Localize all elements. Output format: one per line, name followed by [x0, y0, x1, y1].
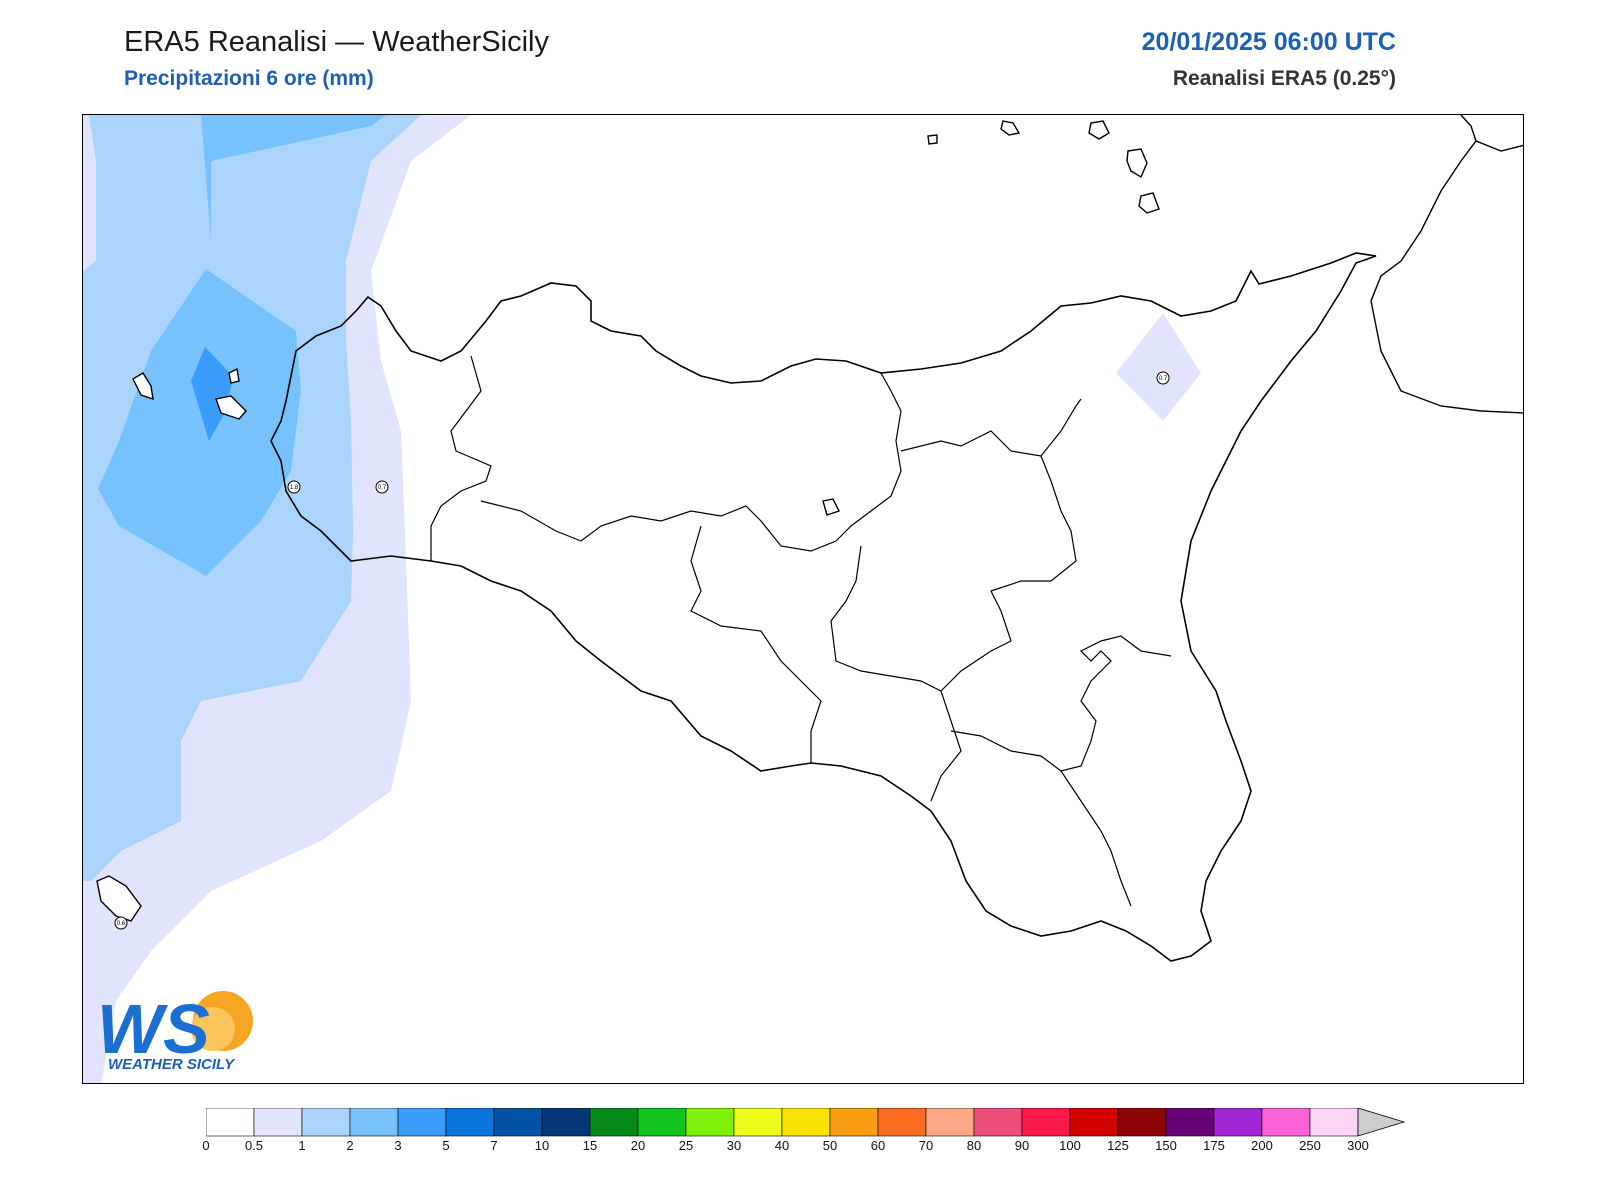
logo-text: WEATHER SICILY: [108, 1056, 235, 1073]
colorbar-segment: [1117, 1108, 1167, 1137]
station-label-4: 0.6: [117, 921, 126, 927]
island-egadi-1: [132, 372, 154, 401]
precip-area-2b: [98, 269, 301, 576]
colorbar-segment: [973, 1108, 1023, 1137]
colorbar-tick-label: 1: [298, 1138, 306, 1153]
island-alicudi: [1000, 120, 1021, 136]
colorbar-segment: [1213, 1108, 1263, 1137]
svg-text:WS: WS: [97, 990, 210, 1068]
colorbar-tick-label: 150: [1155, 1138, 1177, 1153]
colorbar-tick-label: 125: [1107, 1138, 1129, 1153]
colorbar-segment: [589, 1108, 639, 1137]
colorbar-tick-label: 100: [1059, 1138, 1081, 1153]
station-label-2: 0.7: [378, 485, 387, 491]
colorbar-segment: [397, 1108, 447, 1137]
colorbar-tick-label: 0.5: [244, 1138, 264, 1153]
colorbar-segment: [1069, 1108, 1119, 1137]
colorbar-segment: [445, 1108, 495, 1137]
map-subtitle: Precipitazioni 6 ore (mm): [124, 67, 374, 90]
colorbar-segment: [1165, 1108, 1215, 1137]
colorbar-segment: [781, 1108, 831, 1137]
island-vulcano: [1138, 192, 1160, 214]
colorbar-segment: [637, 1108, 687, 1137]
colorbar-tick-label: 70: [918, 1138, 934, 1153]
colorbar-tick-label: 300: [1347, 1138, 1369, 1153]
colorbar-tick-label: 7: [490, 1138, 498, 1153]
colorbar-segment: [1261, 1108, 1311, 1137]
colorbar-segment: [206, 1108, 255, 1137]
colorbar-segment: [877, 1108, 927, 1137]
station-marker-1: [287, 480, 301, 494]
colorbar-tick-label: 80: [966, 1138, 982, 1153]
island-pantelleria: [96, 875, 142, 922]
coastline-calabria: [1370, 115, 1523, 414]
map-canvas: 1.8 0.7 0.7 0.6: [83, 115, 1523, 1083]
colorbar-tick-label: 25: [678, 1138, 694, 1153]
colorbar-tick-label: 40: [774, 1138, 790, 1153]
station-label-1: 1.8: [290, 485, 299, 491]
map-title: ERA5 Reanalisi — WeatherSicily: [124, 26, 549, 58]
coastline-sicily: [270, 252, 1377, 962]
colorbar-tick-label: 50: [822, 1138, 838, 1153]
colorbar-tick-label: 30: [726, 1138, 742, 1153]
colorbar-segment: [1021, 1108, 1071, 1137]
colorbar-tick-label: 10: [534, 1138, 550, 1153]
precip-area-3: [191, 347, 233, 441]
colorbar-segment: [1309, 1108, 1359, 1137]
colorbar-tick-label: 250: [1299, 1138, 1321, 1153]
colorbar-tick-label: 20: [630, 1138, 646, 1153]
precip-area-etna: [1116, 313, 1201, 421]
colorbar-segment: [349, 1108, 399, 1137]
precipitation-map[interactable]: 1.8 0.7 0.7 0.6: [82, 114, 1524, 1084]
island-lake: [822, 498, 840, 516]
colorbar-tick-label: 5: [442, 1138, 450, 1153]
colorbar-overflow-arrow: [1357, 1108, 1406, 1137]
colorbar-labels: 0 0.5 1 2 3 5 7 10 15 20 25 30 40 50 60 70 80 90 100 125 150…: [202, 1138, 1406, 1158]
colorbar-segment: [733, 1108, 783, 1137]
colorbar-segment: [925, 1108, 975, 1137]
colorbar: [206, 1108, 1406, 1137]
colorbar-tick-label: 0: [202, 1138, 210, 1153]
colorbar-tick-label: 60: [870, 1138, 886, 1153]
island-lipari: [1126, 148, 1148, 179]
colorbar-segment: [301, 1108, 351, 1137]
colorbar-tick-label: 3: [394, 1138, 402, 1153]
colorbar-tick-label: 90: [1014, 1138, 1030, 1153]
station-marker-2: [375, 480, 389, 494]
precip-area-2a: [199, 115, 386, 241]
island-egadi-2: [215, 395, 247, 420]
station-label-3: 0.7: [1159, 376, 1168, 382]
datetime-label: 20/01/2025 06:00 UTC: [1141, 28, 1396, 56]
colorbar-tick-label: 15: [582, 1138, 598, 1153]
colorbar-tick-label: 200: [1251, 1138, 1273, 1153]
weathersicily-logo: WS: [97, 990, 253, 1068]
source-label: Reanalisi ERA5 (0.25°): [1172, 67, 1396, 90]
colorbar-tick-label: 175: [1203, 1138, 1225, 1153]
island-ustica: [927, 134, 938, 145]
colorbar-segment: [685, 1108, 735, 1137]
colorbar-tick-label: 2: [346, 1138, 354, 1153]
colorbar-segment: [493, 1108, 543, 1137]
colorbar-segment: [829, 1108, 879, 1137]
colorbar-segment: [541, 1108, 591, 1137]
province-borders: [430, 355, 1172, 907]
island-salina: [1088, 120, 1110, 140]
colorbar-segment: [253, 1108, 303, 1137]
station-marker-3: [1156, 371, 1170, 385]
station-marker-4: [114, 916, 128, 930]
station-markers: 1.8 0.7 0.7 0.6: [114, 371, 1170, 930]
islands: [96, 120, 1160, 922]
island-egadi-3: [228, 367, 240, 384]
